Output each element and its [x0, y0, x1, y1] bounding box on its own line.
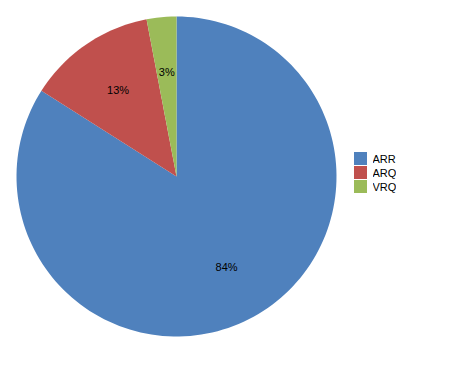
svg-text:84%: 84% [216, 261, 238, 273]
html-text:ARR: ARR [372, 152, 396, 165]
svg-text:3%: 3% [159, 66, 175, 78]
html-text:ARQ: ARQ [372, 166, 397, 179]
svg-text:13%: 13% [107, 84, 129, 96]
html-text:VRQ: VRQ [372, 180, 397, 193]
